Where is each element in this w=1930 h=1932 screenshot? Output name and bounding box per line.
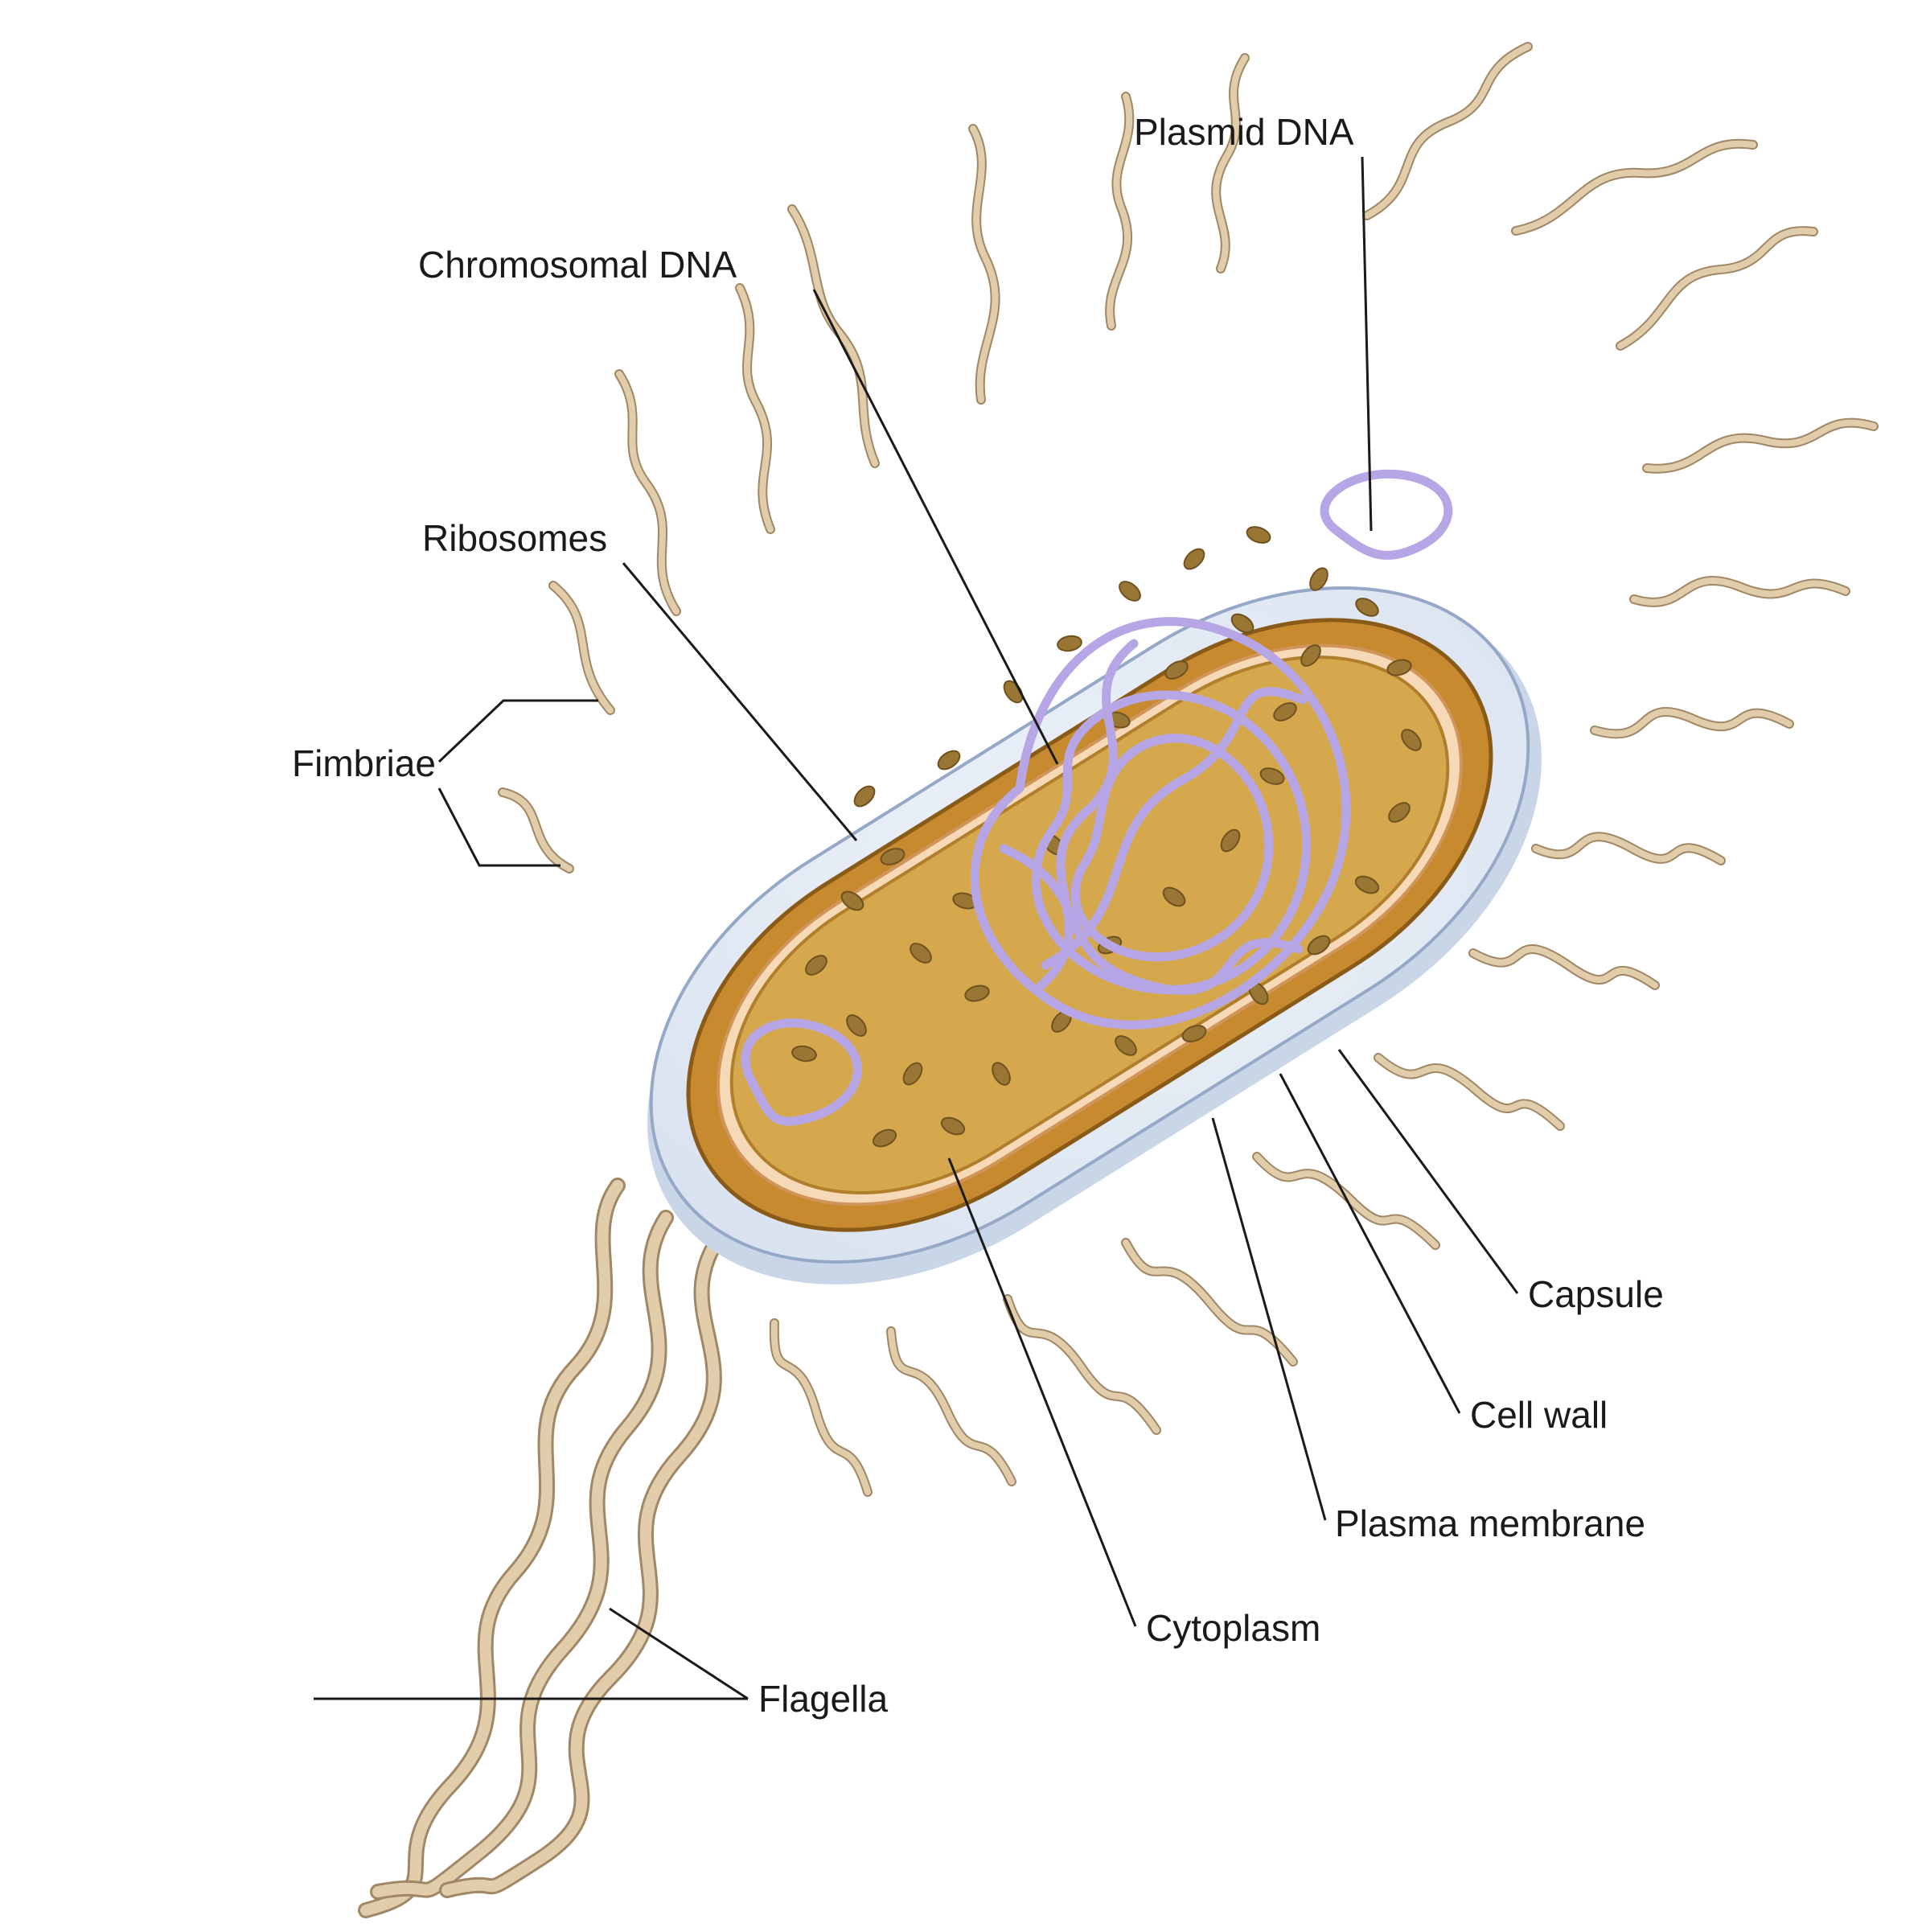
ribosome (1057, 635, 1083, 653)
label-ribosomes: Ribosomes (422, 517, 607, 559)
ribosome (1245, 524, 1272, 545)
label-chromosomal-dna: Chromosomal DNA (418, 244, 737, 286)
ribosome (1116, 578, 1144, 604)
label-plasma-membrane: Plasma membrane (1335, 1502, 1645, 1544)
leader-line (623, 563, 856, 841)
label-capsule: Capsule (1528, 1273, 1664, 1315)
label-plasmid-dna: Plasmid DNA (1134, 111, 1354, 153)
fimbria (1378, 1058, 1560, 1126)
leader-line (439, 701, 598, 762)
plasmid-dna-upper (1324, 474, 1448, 555)
fimbria (774, 1323, 868, 1492)
fimbria (1620, 231, 1813, 346)
flagella-group (366, 1186, 717, 1910)
fimbria (1367, 47, 1528, 216)
fimbria (619, 374, 676, 611)
fimbria (891, 1331, 1012, 1482)
bacterial-cell-diagram: Plasmid DNA Chromosomal DNA Ribosomes Fimbr… (0, 0, 1930, 1932)
fimbria (1473, 949, 1655, 985)
ribosome (1181, 545, 1208, 573)
ribosome (851, 783, 878, 810)
fimbria (740, 288, 770, 529)
leader-line (814, 290, 1057, 764)
leader-line (1339, 1050, 1517, 1293)
label-cytoplasm: Cytoplasm (1146, 1607, 1320, 1649)
label-flagella: Flagella (758, 1678, 889, 1720)
label-cell-wall: Cell wall (1470, 1394, 1608, 1436)
ribosome (1000, 678, 1026, 706)
label-fimbriae: Fimbriae (292, 742, 436, 784)
leader-line (439, 788, 561, 865)
